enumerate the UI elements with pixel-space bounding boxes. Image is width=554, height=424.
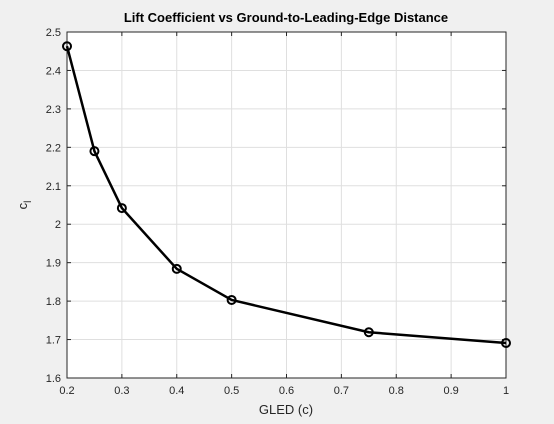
ticks: 0.2 0.3 0.4 0.5 0.6 0.7 0.8 0.9 1 1.6 1.7 1.8 1.9 2 2.…: [46, 27, 509, 397]
y-axis-label-sub: l: [23, 201, 34, 203]
x-tick-label: 0.5: [224, 385, 239, 397]
svg-text:cl: cl: [15, 201, 34, 210]
y-tick-label: 2.4: [46, 65, 61, 77]
x-tick-label: 0.2: [59, 385, 74, 397]
data-point: [62, 41, 72, 52]
x-axis-label: GLED (c): [259, 402, 313, 417]
y-axis-label-main: c: [15, 202, 30, 209]
series: [62, 41, 511, 349]
data-point: [116, 203, 127, 214]
data-point: [501, 338, 511, 349]
chart-title: Lift Coefficient vs Ground-to-Leading-Ed…: [124, 10, 448, 25]
data-point: [363, 327, 374, 338]
x-tick-label: 0.8: [389, 385, 404, 397]
y-tick-label: 1.7: [46, 335, 61, 347]
series-line: [65, 45, 507, 345]
x-tick-label: 0.3: [114, 385, 129, 397]
y-tick-label: 2.2: [46, 142, 61, 154]
y-tick-label: 2: [55, 219, 61, 231]
data-point: [171, 263, 182, 274]
y-tick-label: 2.5: [46, 27, 61, 39]
data-point: [226, 294, 237, 305]
data-point: [89, 146, 100, 157]
y-tick-label: 1.6: [46, 373, 61, 385]
x-tick-label: 0.6: [279, 385, 294, 397]
y-tick-label: 2.3: [46, 104, 61, 116]
y-tick-label: 2.1: [46, 181, 61, 193]
x-tick-label: 1: [503, 385, 509, 397]
y-tick-label: 1.8: [46, 296, 61, 308]
y-tick-label: 1.9: [46, 258, 61, 270]
y-axis-label: cl: [15, 201, 34, 210]
x-tick-label: 0.9: [443, 385, 458, 397]
x-tick-label: 0.7: [334, 385, 349, 397]
x-tick-label: 0.4: [169, 385, 184, 397]
